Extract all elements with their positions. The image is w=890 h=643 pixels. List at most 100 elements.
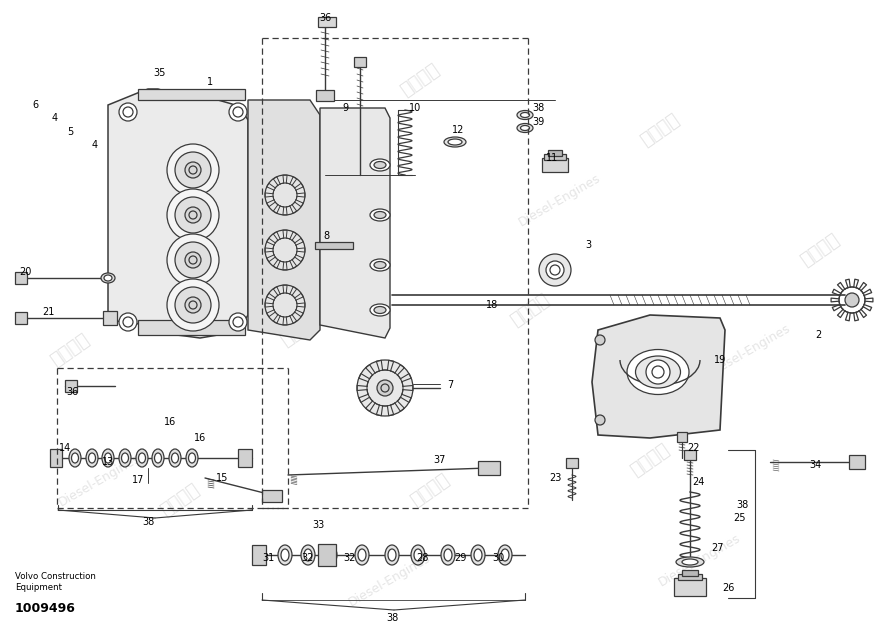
Text: 5: 5	[67, 127, 73, 137]
Ellipse shape	[521, 113, 530, 118]
Circle shape	[167, 144, 219, 196]
Ellipse shape	[355, 545, 369, 565]
Text: 柴发动力: 柴发动力	[158, 480, 203, 520]
Ellipse shape	[71, 453, 78, 463]
Bar	[262, 490, 282, 502]
Circle shape	[175, 242, 211, 278]
Bar	[544, 154, 566, 160]
Circle shape	[119, 103, 137, 121]
Bar	[849, 455, 865, 469]
Polygon shape	[138, 320, 245, 335]
Circle shape	[175, 152, 211, 188]
Circle shape	[229, 313, 247, 331]
Bar	[315, 242, 353, 249]
Circle shape	[595, 415, 605, 425]
Circle shape	[185, 297, 201, 313]
Ellipse shape	[635, 356, 681, 388]
Circle shape	[185, 252, 201, 268]
Bar	[566, 458, 578, 468]
Circle shape	[175, 287, 211, 323]
Circle shape	[646, 360, 670, 384]
Bar	[318, 544, 336, 566]
Ellipse shape	[676, 557, 704, 567]
Bar	[103, 311, 117, 325]
Bar	[682, 570, 698, 576]
Text: Diesel-Engines: Diesel-Engines	[707, 322, 793, 379]
Ellipse shape	[411, 545, 425, 565]
Circle shape	[175, 197, 211, 233]
Bar	[478, 461, 500, 475]
Text: 26: 26	[722, 583, 734, 593]
Circle shape	[265, 175, 305, 215]
Circle shape	[167, 189, 219, 241]
Circle shape	[119, 313, 137, 331]
Bar	[238, 449, 252, 467]
Polygon shape	[108, 89, 248, 338]
Ellipse shape	[122, 453, 128, 463]
Bar	[252, 545, 266, 565]
Ellipse shape	[323, 545, 337, 565]
Ellipse shape	[388, 549, 396, 561]
Circle shape	[595, 335, 605, 345]
Bar	[674, 578, 706, 596]
Text: 4: 4	[92, 140, 98, 150]
Circle shape	[185, 207, 201, 223]
Ellipse shape	[88, 453, 95, 463]
Circle shape	[229, 103, 247, 121]
Text: 36: 36	[319, 13, 331, 23]
Text: 13: 13	[101, 457, 114, 467]
Text: 23: 23	[549, 473, 562, 483]
Text: 28: 28	[416, 553, 428, 563]
Circle shape	[357, 360, 413, 416]
Bar	[15, 272, 27, 284]
Text: 20: 20	[19, 267, 31, 277]
Text: Equipment: Equipment	[15, 583, 62, 592]
Text: 1: 1	[207, 77, 213, 87]
Text: 24: 24	[692, 477, 704, 487]
Ellipse shape	[301, 545, 315, 565]
Text: 14: 14	[59, 443, 71, 453]
Ellipse shape	[278, 545, 292, 565]
Text: 6: 6	[32, 100, 38, 110]
Bar	[65, 380, 77, 392]
Text: 38: 38	[736, 500, 748, 510]
Polygon shape	[138, 89, 245, 100]
Ellipse shape	[86, 449, 98, 467]
Text: 10: 10	[409, 103, 421, 113]
Ellipse shape	[444, 549, 452, 561]
Ellipse shape	[501, 549, 509, 561]
Circle shape	[546, 261, 564, 279]
Ellipse shape	[370, 159, 390, 171]
Ellipse shape	[281, 549, 289, 561]
Text: 18: 18	[486, 300, 498, 310]
Circle shape	[167, 234, 219, 286]
Ellipse shape	[471, 545, 485, 565]
Circle shape	[185, 162, 201, 178]
Ellipse shape	[102, 449, 114, 467]
Polygon shape	[592, 315, 725, 438]
Text: 32: 32	[302, 553, 314, 563]
Text: 7: 7	[447, 380, 453, 390]
Ellipse shape	[172, 453, 179, 463]
Ellipse shape	[119, 449, 131, 467]
Ellipse shape	[627, 350, 689, 395]
Text: 21: 21	[42, 307, 54, 317]
Text: 8: 8	[323, 231, 329, 241]
Text: 柴发动力: 柴发动力	[507, 290, 553, 330]
Ellipse shape	[517, 123, 533, 132]
Ellipse shape	[385, 545, 399, 565]
Text: Diesel-Engines: Diesel-Engines	[57, 451, 143, 509]
Ellipse shape	[101, 273, 115, 283]
Bar	[684, 450, 696, 460]
Text: 39: 39	[532, 117, 544, 127]
Circle shape	[265, 230, 305, 270]
Text: 36: 36	[66, 387, 78, 397]
Text: 2: 2	[815, 330, 821, 340]
Ellipse shape	[444, 137, 466, 147]
Ellipse shape	[517, 111, 533, 120]
Ellipse shape	[104, 275, 112, 281]
Text: 1009496: 1009496	[15, 602, 76, 615]
Text: 34: 34	[809, 460, 821, 470]
Bar	[316, 90, 334, 101]
Ellipse shape	[358, 549, 366, 561]
